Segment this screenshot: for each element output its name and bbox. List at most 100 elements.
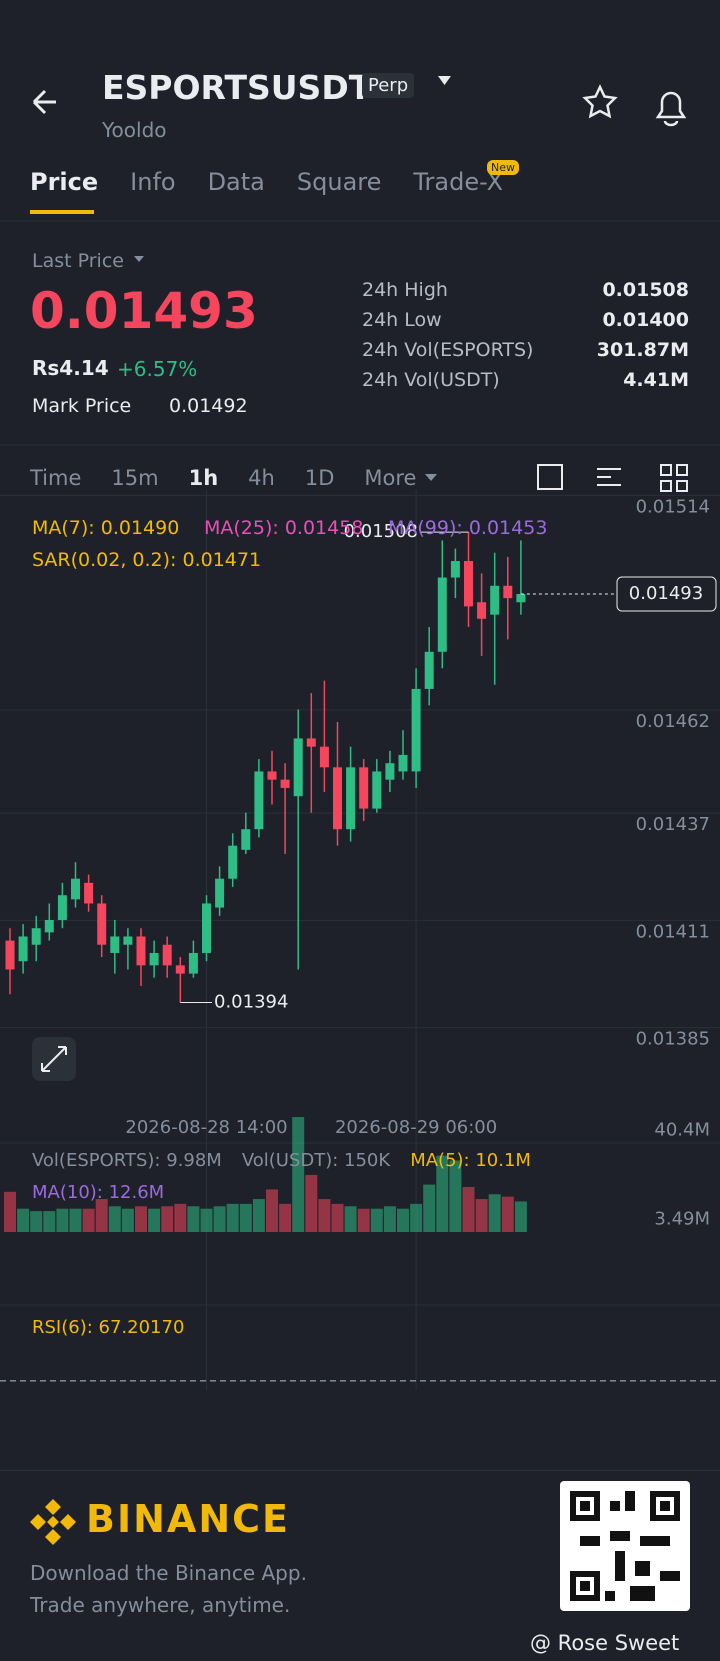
dropdown-icon[interactable] bbox=[438, 76, 451, 85]
candle-body bbox=[215, 878, 225, 908]
vol-label: Vol(USDT): 150K bbox=[241, 1150, 391, 1171]
tool-icon[interactable] bbox=[537, 464, 563, 490]
rsi-label: RSI(6): 67.20170 bbox=[32, 1317, 185, 1338]
volume-bar bbox=[252, 1199, 265, 1232]
volume-bar bbox=[239, 1203, 252, 1232]
candle-body bbox=[228, 845, 238, 879]
volume-bar bbox=[462, 1187, 475, 1232]
star-icon[interactable] bbox=[582, 84, 618, 119]
volume-bar bbox=[121, 1208, 134, 1232]
candle-body bbox=[280, 779, 290, 788]
volume-bar bbox=[344, 1206, 357, 1232]
interval[interactable]: More bbox=[364, 466, 417, 490]
ma99: MA(99): 0.01453 bbox=[388, 517, 548, 539]
tab[interactable]: Square bbox=[296, 168, 382, 196]
low-marker: 0.01394 bbox=[214, 991, 288, 1012]
sar: SAR(0.02, 0.2): 0.01471 bbox=[32, 549, 262, 571]
volume-bar bbox=[95, 1199, 108, 1232]
interval[interactable]: 4h bbox=[248, 466, 275, 490]
volume-bar bbox=[266, 1189, 278, 1232]
volume-bar bbox=[475, 1199, 488, 1232]
volume-bar bbox=[200, 1208, 213, 1232]
volume-bar bbox=[226, 1203, 239, 1232]
interval[interactable]: Time bbox=[30, 466, 82, 490]
candle-body bbox=[293, 738, 303, 797]
candle-body bbox=[18, 936, 28, 962]
candle-body bbox=[254, 771, 264, 830]
dropdown-icon[interactable] bbox=[134, 256, 144, 262]
tab[interactable]: Data bbox=[207, 168, 265, 196]
volume-bar bbox=[292, 1117, 305, 1232]
y-tick-label: 0.01437 bbox=[636, 814, 710, 835]
volume-bar bbox=[331, 1203, 344, 1232]
volume-bar bbox=[370, 1208, 383, 1232]
stat-label: 24h Vol(ESPORTS) bbox=[362, 339, 534, 361]
volume-bar bbox=[423, 1184, 436, 1232]
volume-labels: Vol(ESPORTS): 9.98M Vol(USDT): 150K MA(5… bbox=[32, 1150, 531, 1171]
candle-body bbox=[372, 771, 382, 809]
volume-bar bbox=[174, 1203, 187, 1232]
subtitle: Yooldo bbox=[102, 118, 167, 142]
binance-logo bbox=[30, 1499, 76, 1545]
stat-label: 24h High bbox=[362, 279, 448, 301]
last-price-label: 0.01493 bbox=[629, 583, 703, 604]
volume-bar bbox=[318, 1199, 331, 1232]
volume-bar bbox=[449, 1160, 462, 1232]
candle-body bbox=[123, 936, 133, 945]
volume-bar bbox=[43, 1211, 56, 1232]
volume-bar bbox=[4, 1191, 16, 1232]
candle-body bbox=[306, 738, 316, 747]
y-tick-label: 0.01514 bbox=[636, 496, 710, 517]
mark-price-label: Mark Price bbox=[32, 395, 132, 417]
tab[interactable]: Price bbox=[30, 168, 99, 196]
candle-body bbox=[149, 952, 159, 966]
volume-bar bbox=[148, 1208, 161, 1232]
last-price-label: Last Price bbox=[32, 250, 124, 272]
intervals: Time 15m 1h 4h 1D More bbox=[30, 466, 416, 490]
volume-bar bbox=[161, 1206, 174, 1232]
candle-body bbox=[202, 903, 211, 953]
interval[interactable]: 1D bbox=[304, 466, 335, 490]
local-price: Rs4.14 bbox=[32, 356, 109, 380]
mark-price: 0.01492 bbox=[169, 395, 248, 417]
candle-body bbox=[319, 746, 329, 768]
footer: BINANCE Download the Binance App. Trade … bbox=[0, 1470, 720, 1661]
candle-body bbox=[188, 952, 198, 974]
tab-underline bbox=[30, 210, 94, 214]
dropdown-icon[interactable] bbox=[425, 474, 437, 481]
candle-body bbox=[346, 767, 356, 830]
qr-pattern bbox=[570, 1491, 680, 1601]
tabs: Price Info Data Square Trade-X bbox=[30, 168, 503, 196]
candle-body bbox=[57, 895, 67, 920]
interval[interactable]: 1h bbox=[188, 466, 219, 490]
grid-icon[interactable] bbox=[660, 464, 688, 492]
candle-body bbox=[136, 936, 146, 966]
x-tick-label: 2026-08-28 14:00 bbox=[125, 1117, 287, 1138]
stat-label: 24h Vol(USDT) bbox=[362, 369, 500, 391]
expand-icon bbox=[41, 1046, 67, 1072]
candle-body bbox=[503, 585, 513, 599]
volume-bar bbox=[436, 1155, 449, 1232]
candle-body bbox=[385, 763, 395, 780]
high-marker: 0.01508 bbox=[344, 521, 418, 542]
tab[interactable]: Info bbox=[130, 168, 176, 196]
bell-icon[interactable] bbox=[655, 91, 687, 127]
settings-icon[interactable] bbox=[597, 468, 621, 486]
candle-body bbox=[162, 944, 172, 966]
back-icon[interactable] bbox=[32, 89, 56, 115]
volume-bar bbox=[213, 1206, 226, 1232]
vol-label: MA(5): 10.1M bbox=[410, 1150, 531, 1171]
candle-body bbox=[424, 651, 434, 689]
candle-body bbox=[359, 767, 369, 809]
stat-value: 301.87M bbox=[596, 339, 689, 361]
candle-body bbox=[411, 688, 421, 772]
interval[interactable]: 15m bbox=[111, 466, 159, 490]
stat-value: 4.41M bbox=[623, 369, 689, 391]
candle-body bbox=[398, 754, 408, 772]
volume-bar bbox=[17, 1208, 30, 1232]
volume-bar bbox=[279, 1203, 292, 1232]
price-change: +6.57% bbox=[117, 357, 198, 381]
footer-line: Trade anywhere, anytime. bbox=[30, 1593, 291, 1617]
qr-code bbox=[560, 1481, 690, 1611]
